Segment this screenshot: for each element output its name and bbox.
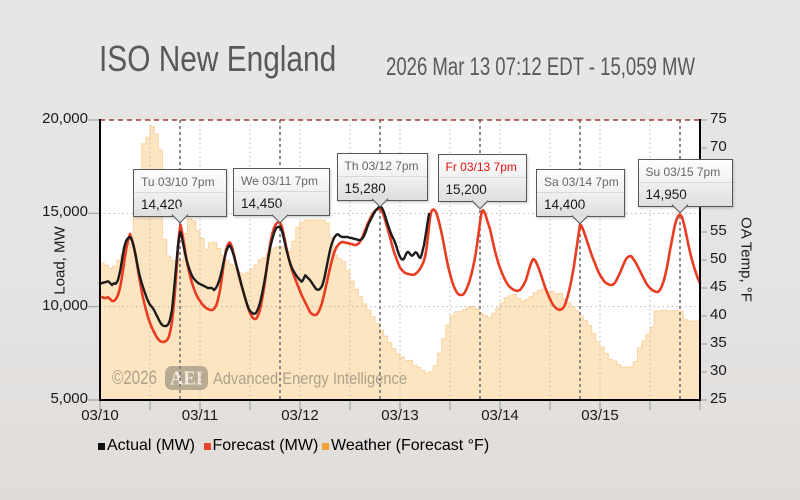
svg-text:AEI: AEI [170,368,203,390]
svg-text:©2026: ©2026 [112,368,157,389]
svg-text:Advanced Energy Intelligence: Advanced Energy Intelligence [213,370,407,388]
